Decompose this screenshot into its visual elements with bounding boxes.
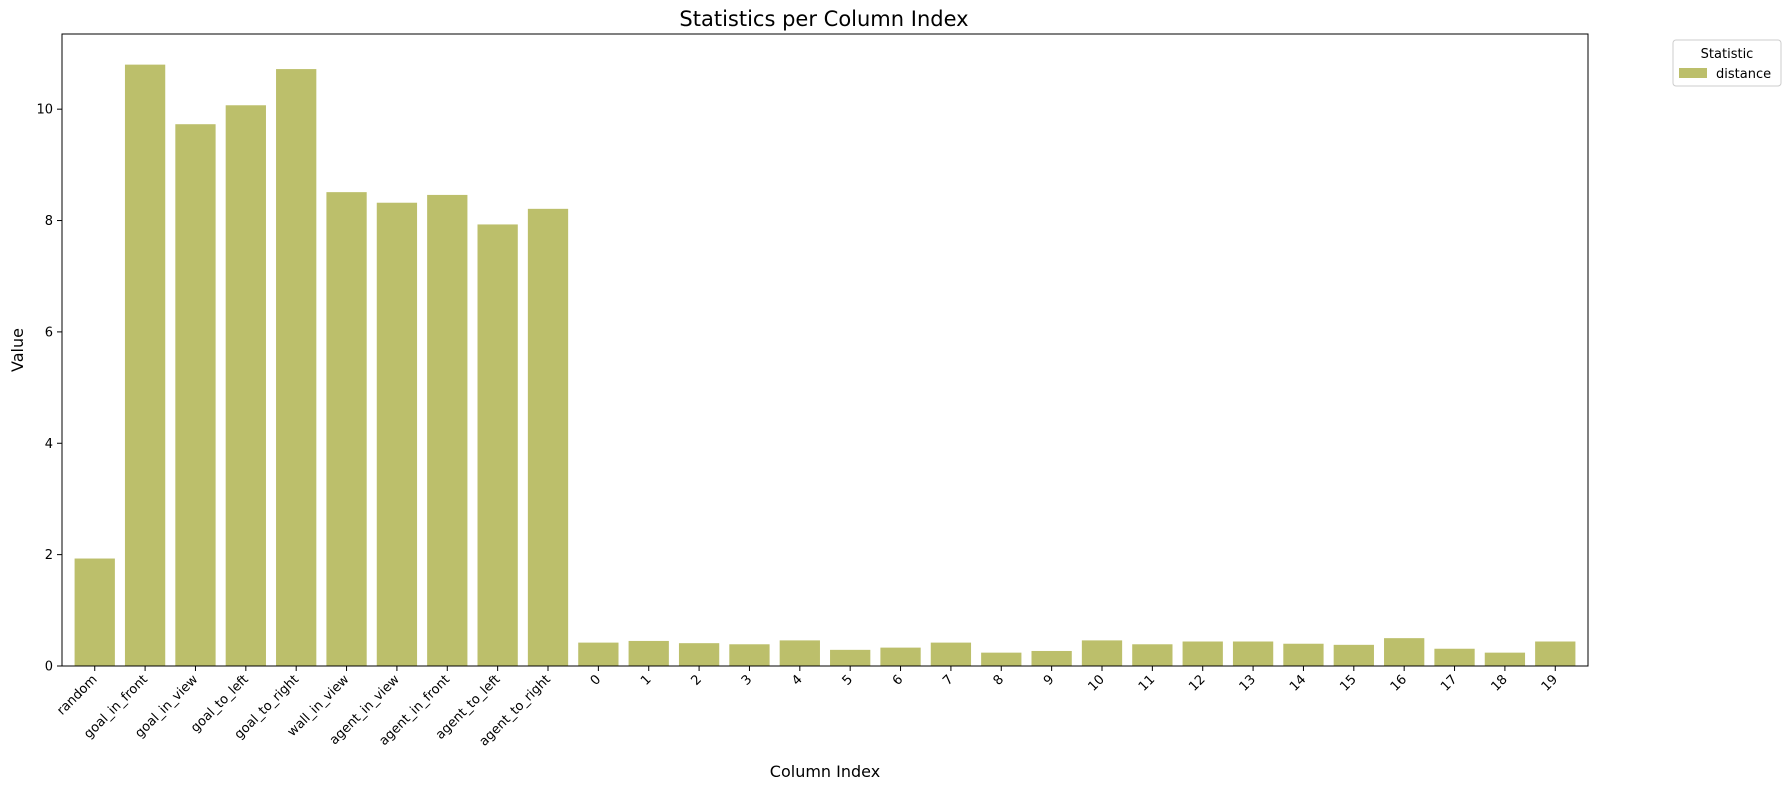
bar-2 <box>678 643 720 666</box>
legend-title: Statistic <box>1701 47 1754 62</box>
bar-11 <box>1132 644 1173 666</box>
bar-10 <box>1081 640 1123 666</box>
x-tick-label: 7 <box>940 672 956 688</box>
bar-12 <box>1182 641 1223 666</box>
bar-17 <box>1434 648 1475 666</box>
bar-15 <box>1333 644 1374 666</box>
chart-title: Statistics per Column Index <box>679 7 968 31</box>
bar-13 <box>1232 641 1274 666</box>
x-tick-label: 3 <box>739 672 755 688</box>
x-tick-label: 18 <box>1488 672 1510 694</box>
x-tick-label: 8 <box>991 672 1007 688</box>
y-tick-label: 0 <box>45 660 53 675</box>
bar-wall_in_view <box>326 192 367 666</box>
x-tick-label: 12 <box>1186 672 1208 694</box>
legend-swatch <box>1679 68 1707 78</box>
y-tick-label: 8 <box>45 214 53 229</box>
bar-1 <box>628 640 669 666</box>
x-axis: randomgoal_in_frontgoal_in_viewgoal_to_l… <box>54 666 1561 749</box>
bar-4 <box>779 640 820 666</box>
bar-agent_in_view <box>376 202 418 666</box>
x-axis-label: Column Index <box>770 762 880 781</box>
bar-14 <box>1283 643 1324 666</box>
y-tick-label: 6 <box>45 325 53 340</box>
x-tick-label: 14 <box>1287 672 1309 694</box>
bar-agent_to_right <box>527 208 569 666</box>
bar-goal_to_left <box>225 105 266 666</box>
x-tick-label: 0 <box>588 672 604 688</box>
bar-18 <box>1484 652 1526 666</box>
y-axis: 0 2 4 6 8 10 <box>36 103 62 675</box>
x-tick-label: 11 <box>1136 672 1158 694</box>
bar-8 <box>981 652 1022 666</box>
bar-0 <box>578 642 619 666</box>
x-tick-label: 2 <box>688 672 704 688</box>
bar-goal_in_front <box>124 64 166 666</box>
x-tick-label: 5 <box>840 672 856 688</box>
y-tick-label: 4 <box>45 437 53 452</box>
x-tick-label: 4 <box>789 672 805 688</box>
x-tick-label: 16 <box>1388 672 1410 694</box>
bars-group <box>74 64 1576 667</box>
bar-5 <box>830 649 871 666</box>
bar-agent_to_left <box>477 224 518 666</box>
x-tick-label: random <box>54 672 100 718</box>
bar-7 <box>930 642 972 666</box>
bar-9 <box>1031 650 1072 666</box>
y-tick-label: 2 <box>45 548 53 563</box>
legend: Statistic distance <box>1672 39 1782 87</box>
bar-goal_to_right <box>276 69 317 666</box>
legend-entry-distance: distance <box>1716 67 1771 82</box>
bar-agent_in_front <box>427 194 468 667</box>
x-tick-label: 1 <box>638 672 654 688</box>
x-tick-label: 15 <box>1337 672 1359 694</box>
x-tick-label: 9 <box>1041 672 1057 688</box>
x-tick-label: 13 <box>1237 672 1259 694</box>
bar-16 <box>1384 638 1425 666</box>
y-tick-label: 10 <box>36 103 53 118</box>
bar-random <box>74 558 115 666</box>
y-axis-label: Value <box>8 328 27 372</box>
x-tick-label: 6 <box>890 672 906 688</box>
plot-frame <box>61 33 1589 667</box>
x-tick-label: 19 <box>1539 672 1561 694</box>
bar-6 <box>880 647 921 666</box>
bar-3 <box>729 644 770 666</box>
bar-19 <box>1535 641 1576 666</box>
bar-goal_in_view <box>175 124 216 666</box>
x-tick-label: 17 <box>1438 672 1460 694</box>
x-tick-label: 10 <box>1086 672 1108 694</box>
